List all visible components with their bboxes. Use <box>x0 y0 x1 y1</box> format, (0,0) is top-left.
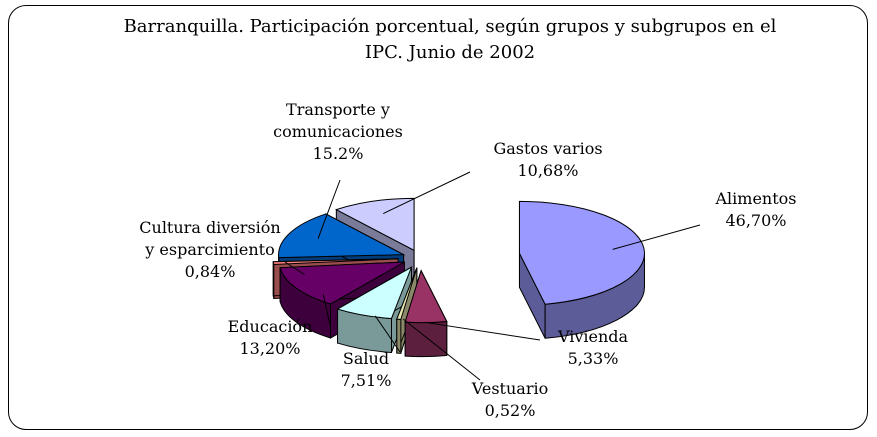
slice-top <box>272 258 399 265</box>
data-label: Vivienda 5,33% <box>533 326 653 370</box>
leader-line <box>317 179 341 239</box>
leader-line <box>382 171 471 214</box>
chart-title: Barranquilla. Participación porcentual, … <box>123 16 777 63</box>
data-label: Vestuario 0,52% <box>445 378 575 422</box>
slice-top <box>279 261 405 305</box>
leader-line <box>284 261 305 276</box>
category-label: Vivienda <box>557 327 629 346</box>
category-label: Cultura diversión y esparcimiento <box>139 218 281 259</box>
leader-line <box>403 318 481 381</box>
category-label: Gastos varios <box>493 139 603 158</box>
value-label: 7,51% <box>340 371 392 390</box>
category-label: Alimentos <box>715 189 797 208</box>
category-label: Educación <box>227 317 313 336</box>
data-label: Cultura diversión y esparcimiento 0,84% <box>135 217 285 283</box>
data-label: Salud 7,51% <box>316 348 416 392</box>
value-label: 15.2% <box>312 144 364 163</box>
leader-line <box>612 224 701 250</box>
chart-frame <box>8 5 868 430</box>
data-label: Alimentos 46,70% <box>686 188 826 232</box>
leader-line <box>374 315 401 353</box>
value-label: 10,68% <box>517 161 579 180</box>
value-label: 0,84% <box>184 262 236 281</box>
value-label: 5,33% <box>567 349 619 368</box>
leader-line <box>322 294 331 326</box>
data-label: Gastos varios 10,68% <box>478 138 618 182</box>
slice <box>404 269 448 358</box>
category-label: Transporte y comunicaciones <box>273 100 403 141</box>
data-label: Educación 13,20% <box>200 316 340 360</box>
slice-top <box>336 266 413 319</box>
value-label: 0,52% <box>484 401 536 420</box>
slice <box>518 200 645 339</box>
data-label: Transporte y comunicaciones 15.2% <box>253 99 423 165</box>
slice-top <box>335 197 415 252</box>
leader-line <box>424 321 541 341</box>
slice-top <box>396 267 418 320</box>
category-label: Salud <box>342 349 390 368</box>
value-label: 13,20% <box>239 339 301 358</box>
slice-top <box>518 200 645 305</box>
slice-top <box>278 213 406 259</box>
category-label: Vestuario <box>471 379 549 398</box>
value-label: 46,70% <box>725 211 787 230</box>
